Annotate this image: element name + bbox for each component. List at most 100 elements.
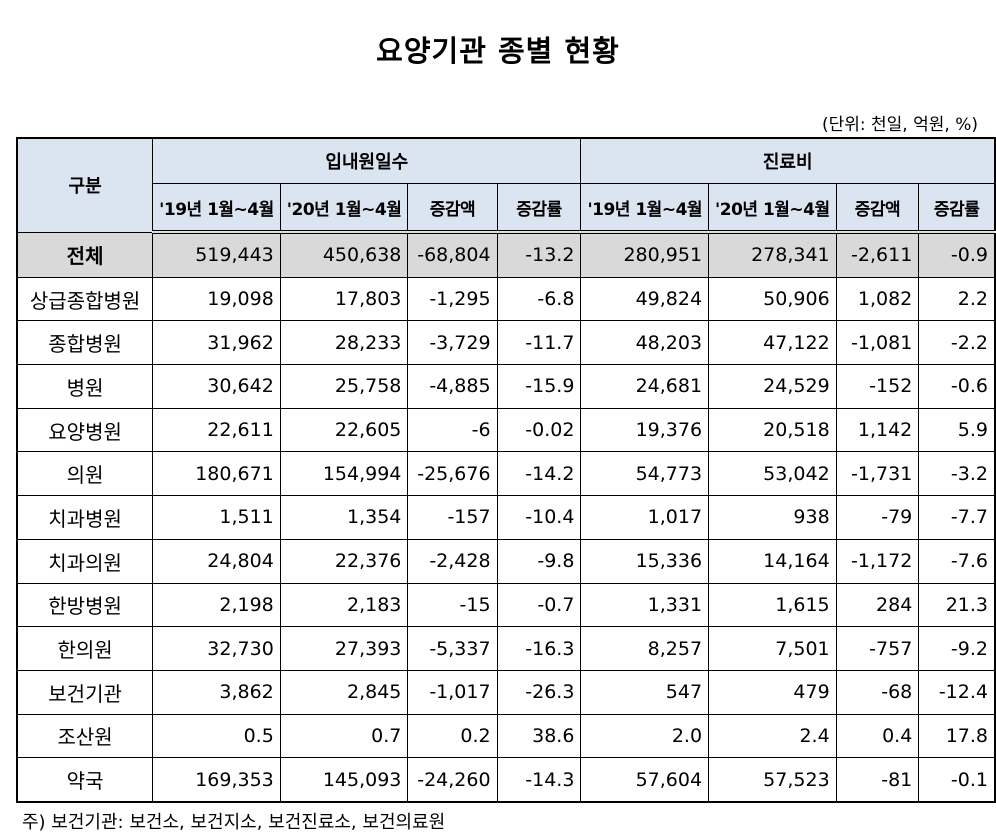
table-cell: 547	[580, 669, 710, 715]
table-row: 상급종합병원 19,098 17,803 -1,295 -6.8 49,824 50,906…	[16, 276, 996, 322]
table-cell: -0.9	[918, 231, 996, 278]
table-row: 병원 30,642 25,758 -4,885 -15.9 24,681 24,529 -15…	[16, 364, 996, 409]
table-cell: 0.4	[835, 713, 920, 759]
unit-label: (단위: 천일, 억원, %)	[821, 115, 978, 135]
row-label: 치과의원	[16, 538, 154, 584]
table-cell: -13.2	[496, 231, 582, 278]
table-cell: 47,122	[708, 320, 837, 366]
table-cell: -10.4	[496, 495, 582, 540]
table-cell: 3,862	[152, 669, 281, 715]
subheader-1: '20년 1월~4월	[279, 183, 409, 234]
table-cell: 57,604	[580, 757, 710, 803]
table-cell: 0.7	[279, 713, 409, 759]
table-cell: 938	[708, 495, 837, 540]
table-cell: 479	[708, 669, 837, 715]
table-cell: -11.7	[496, 320, 582, 366]
table-cell: 25,758	[279, 364, 409, 409]
table-cell: -9.2	[918, 626, 996, 671]
row-label: 병원	[16, 364, 154, 409]
table-cell: 17,803	[279, 276, 409, 322]
table-cell: -1,172	[835, 538, 920, 584]
header-visit-days: 입내원일수	[152, 137, 582, 184]
table-cell: -0.7	[496, 582, 582, 628]
row-label: 한방병원	[16, 582, 154, 628]
table-cell: 519,443	[152, 231, 281, 278]
subheader-2: 증감액	[407, 183, 498, 234]
header-category: 구분	[16, 137, 154, 233]
table-cell: 24,529	[708, 364, 837, 409]
table-cell: -757	[835, 626, 920, 671]
table-cell: 0.5	[152, 713, 281, 759]
table-cell: -26.3	[496, 669, 582, 715]
table-cell: 8,257	[580, 626, 710, 671]
subheader-6: 증감액	[835, 183, 920, 234]
table-cell: -157	[407, 495, 498, 540]
row-label: 종합병원	[16, 320, 154, 366]
table-row: 한방병원 2,198 2,183 -15 -0.7 1,331 1,615 284 21.3	[16, 582, 996, 628]
table-cell: 278,341	[708, 231, 837, 278]
table-row: 조산원 0.5 0.7 0.2 38.6 2.0 2.4 0.4 17.8	[16, 713, 996, 759]
table-cell: 2.4	[708, 713, 837, 759]
table-cell: 19,098	[152, 276, 281, 322]
table-cell: -2.2	[918, 320, 996, 366]
subheader-0: '19년 1월~4월	[152, 183, 281, 234]
row-label: 약국	[16, 757, 154, 803]
page-title: 요양기관 종별 현황	[376, 34, 620, 68]
table-cell: 20,518	[708, 407, 837, 453]
table-cell: 0.2	[407, 713, 498, 759]
table-cell: 28,233	[279, 320, 409, 366]
total-row: 전체 519,443 450,638 -68,804 -13.2 280,951 278,3…	[16, 231, 996, 278]
subheader-7: 증감률	[918, 183, 996, 234]
table-cell: 2,183	[279, 582, 409, 628]
table-cell: -2,611	[835, 231, 920, 278]
table-cell: 22,605	[279, 407, 409, 453]
table-cell: -2,428	[407, 538, 498, 584]
subheader-3: 증감률	[496, 183, 582, 234]
table-cell: -1,731	[835, 451, 920, 497]
table-cell: -15	[407, 582, 498, 628]
footnote: 주) 보건기관: 보건소, 보건지소, 보건진료소, 보건의료원	[22, 812, 446, 833]
table-cell: -12.4	[918, 669, 996, 715]
subheader-4: '19년 1월~4월	[580, 183, 710, 234]
table-cell: 32,730	[152, 626, 281, 671]
table-cell: -1,081	[835, 320, 920, 366]
table-cell: -3.2	[918, 451, 996, 497]
table-cell: 180,671	[152, 451, 281, 497]
table-cell: 38.6	[496, 713, 582, 759]
table-cell: -0.1	[918, 757, 996, 803]
table-cell: 145,093	[279, 757, 409, 803]
table-cell: -1,295	[407, 276, 498, 322]
table-cell: 21.3	[918, 582, 996, 628]
table-cell: -9.8	[496, 538, 582, 584]
table-cell: 450,638	[279, 231, 409, 278]
table-cell: 24,681	[580, 364, 710, 409]
row-label: 조산원	[16, 713, 154, 759]
table-row: 종합병원 31,962 28,233 -3,729 -11.7 48,203 47,122-…	[16, 320, 996, 366]
table-cell: -152	[835, 364, 920, 409]
row-label: 의원	[16, 451, 154, 497]
table-cell: 54,773	[580, 451, 710, 497]
table-cell: -7.6	[918, 538, 996, 584]
table-cell: -68	[835, 669, 920, 715]
table-cell: -15.9	[496, 364, 582, 409]
table-cell: 2.2	[918, 276, 996, 322]
table-cell: 1,017	[580, 495, 710, 540]
table-cell: 57,523	[708, 757, 837, 803]
header-medical-cost: 진료비	[580, 137, 996, 184]
table-cell: -4,885	[407, 364, 498, 409]
table-cell: 15,336	[580, 538, 710, 584]
row-label: 상급종합병원	[16, 276, 154, 322]
table-cell: 169,353	[152, 757, 281, 803]
table-cell: 1,615	[708, 582, 837, 628]
table-cell: -25,676	[407, 451, 498, 497]
table-cell: 1,354	[279, 495, 409, 540]
table-cell: -79	[835, 495, 920, 540]
table-cell: -24,260	[407, 757, 498, 803]
row-label: 전체	[16, 231, 154, 278]
table-cell: 31,962	[152, 320, 281, 366]
table-cell: -6	[407, 407, 498, 453]
institution-table: 구분 입내원일수 진료비 '19년 1월~4월 '20년 1월~4월 증감액 증감률 '…	[16, 137, 996, 803]
table-cell: -14.2	[496, 451, 582, 497]
table-row: 요양병원 22,611 22,605 -6 -0.02 19,376 20,518 1,142…	[16, 407, 996, 453]
row-label: 한의원	[16, 626, 154, 671]
